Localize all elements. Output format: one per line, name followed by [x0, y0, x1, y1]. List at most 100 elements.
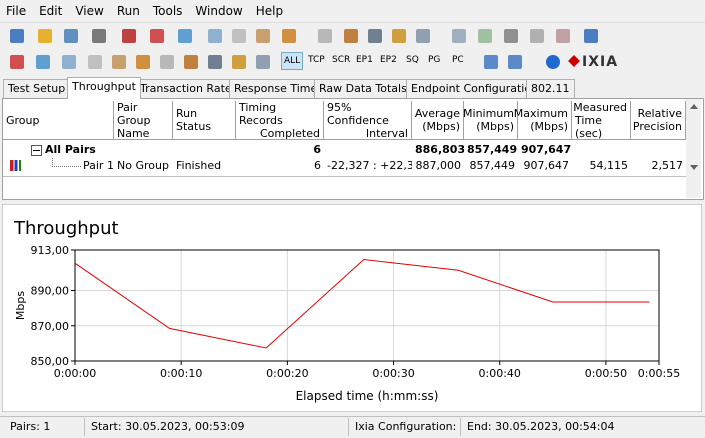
- data-line: [74, 258, 650, 349]
- column-header[interactable]: Measured Time (sec): [572, 101, 631, 140]
- toolbar-button[interactable]: [504, 29, 518, 43]
- toolbar-button[interactable]: PG: [428, 55, 441, 65]
- toolbar: [0, 50, 705, 74]
- header-text: 95% Confidence: [327, 100, 389, 127]
- column-header[interactable]: 95% Confidence Interval: [324, 101, 412, 140]
- toolbar-button[interactable]: [282, 29, 296, 43]
- toolbar-button[interactable]: [122, 29, 136, 43]
- menu-item[interactable]: Help: [255, 4, 284, 18]
- tab[interactable]: Test Setup: [3, 79, 71, 98]
- tab[interactable]: Throughput: [67, 77, 141, 99]
- tab[interactable]: 802.11: [526, 79, 575, 98]
- toolbar-button[interactable]: [92, 29, 106, 43]
- chart-background: [2, 204, 702, 412]
- toolbar-button[interactable]: [344, 29, 358, 43]
- column-header[interactable]: Average (Mbps): [412, 101, 464, 140]
- toolbar-button[interactable]: [178, 29, 192, 43]
- toolbar-button[interactable]: [62, 55, 76, 69]
- toolbar-button[interactable]: [232, 55, 246, 69]
- menu-item[interactable]: Tools: [152, 4, 183, 18]
- toolbar-button[interactable]: [232, 29, 246, 43]
- plot-frame: [74, 249, 660, 362]
- header-text: Average: [414, 107, 460, 120]
- table-cell: 886,803: [415, 143, 464, 156]
- toolbar-button[interactable]: [136, 55, 150, 69]
- separator: [0, 22, 705, 23]
- toolbar-button[interactable]: [368, 29, 382, 43]
- column-header[interactable]: Minimum (Mbps): [463, 101, 518, 140]
- tab[interactable]: Raw Data Totals: [314, 79, 412, 98]
- menu-item[interactable]: View: [75, 4, 104, 18]
- toolbar-button[interactable]: [38, 29, 52, 43]
- status-field: Pairs: 1: [10, 420, 51, 433]
- toolbar-button[interactable]: [478, 29, 492, 43]
- toolbar-button[interactable]: [10, 55, 24, 69]
- table-cell: 857,449: [469, 159, 516, 172]
- toolbar-button[interactable]: SQ: [406, 55, 419, 65]
- column-header[interactable]: Maximum (Mbps): [514, 101, 572, 140]
- toolbar-button[interactable]: [484, 55, 498, 69]
- toolbar-button[interactable]: TCP: [308, 55, 325, 65]
- y-tick-label: 870,00: [31, 320, 70, 333]
- toolbar-button[interactable]: [416, 29, 430, 43]
- toolbar: [0, 24, 705, 48]
- x-tick-label: 0:00:10: [160, 367, 202, 380]
- toolbar-button[interactable]: SCR: [332, 55, 351, 65]
- info-button[interactable]: [546, 55, 560, 69]
- header-text: Minimum: [463, 107, 514, 120]
- toolbar-button[interactable]: [208, 29, 222, 43]
- tab[interactable]: Transaction Rate: [135, 79, 237, 98]
- column-header[interactable]: Group: [3, 101, 114, 140]
- header-text: Completed: [260, 126, 320, 140]
- toolbar-button[interactable]: [256, 55, 270, 69]
- x-axis-label: Elapsed time (h:mm:ss): [296, 389, 439, 403]
- table-cell: -22,327 : +22,327: [327, 159, 412, 172]
- toolbar-button[interactable]: ALL: [281, 52, 304, 70]
- column-header[interactable]: Timing Records Completed: [236, 101, 324, 140]
- scroll-arrows: [690, 104, 698, 170]
- toolbar-button[interactable]: [184, 55, 198, 69]
- table-cell: Finished: [176, 159, 222, 172]
- toolbar-button[interactable]: [452, 29, 466, 43]
- column-header[interactable]: Relative Precision: [631, 101, 686, 140]
- x-tick-label: 0:00:55: [638, 367, 680, 380]
- toolbar-button[interactable]: [36, 55, 50, 69]
- x-tick-label: 0:00:40: [479, 367, 521, 380]
- header-text: Group: [6, 113, 40, 127]
- toolbar-button[interactable]: [556, 29, 570, 43]
- toolbar-button[interactable]: [64, 29, 78, 43]
- toolbar-button[interactable]: [150, 29, 164, 43]
- toolbar-button[interactable]: [318, 29, 332, 43]
- toolbar-button[interactable]: PC: [452, 55, 464, 65]
- toolbar-button[interactable]: [256, 29, 270, 43]
- table-cell: No Group: [117, 159, 169, 172]
- menu-item[interactable]: Edit: [39, 4, 63, 18]
- brand-logo: IXIA: [582, 54, 619, 70]
- tab[interactable]: Response Time: [229, 79, 323, 98]
- column-header[interactable]: Pair Group Name: [114, 101, 173, 140]
- y-tick-label: 913,00: [31, 244, 70, 257]
- toolbar-button[interactable]: [208, 55, 222, 69]
- toolbar-button[interactable]: [160, 55, 174, 69]
- toolbar-button[interactable]: EP1: [356, 55, 373, 65]
- header-text: Run Status: [176, 107, 212, 133]
- table-cell: 857,449: [467, 143, 518, 156]
- toolbar-button[interactable]: [112, 55, 126, 69]
- pair-icon: [10, 160, 21, 171]
- menu-item[interactable]: File: [6, 4, 27, 18]
- toolbar-button[interactable]: [392, 29, 406, 43]
- menu-item[interactable]: Window: [195, 4, 243, 18]
- y-tick-label: 850,00: [31, 355, 70, 368]
- scrollbar: [686, 99, 701, 198]
- tab[interactable]: Endpoint Configuration: [406, 79, 544, 98]
- toolbar-button[interactable]: [10, 29, 24, 43]
- menu-item[interactable]: Run: [116, 4, 140, 18]
- toolbar-button[interactable]: [530, 29, 544, 43]
- toolbar-button[interactable]: EP2: [380, 55, 397, 65]
- x-tick-label: 0:00:00: [54, 367, 96, 380]
- toolbar-button[interactable]: [508, 55, 522, 69]
- column-header[interactable]: Run Status: [173, 101, 236, 140]
- toolbar-button[interactable]: [584, 29, 598, 43]
- toolbar-button[interactable]: [88, 55, 102, 69]
